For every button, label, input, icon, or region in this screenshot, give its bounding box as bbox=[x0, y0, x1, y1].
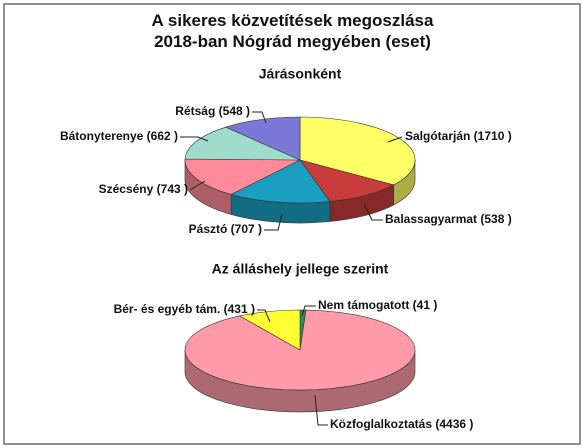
slice-label: Rétság (548 ) bbox=[175, 104, 250, 118]
pie-subtitle: Az álláshely jellege szerint bbox=[212, 261, 389, 277]
pie-slice bbox=[230, 159, 331, 204]
pie-slice bbox=[184, 126, 301, 161]
pie-slice bbox=[184, 158, 301, 195]
leader-line bbox=[252, 111, 267, 124]
slice-label: Közfoglalkoztatás (4436 ) bbox=[330, 417, 473, 431]
leader-line bbox=[257, 309, 271, 323]
slice-label: Nem támogatott (41 ) bbox=[318, 298, 437, 312]
pie-slice bbox=[224, 116, 301, 161]
pie-subtitle: Járásonként bbox=[259, 66, 342, 82]
slice-label: Bér- és egyéb tám. (431 ) bbox=[114, 302, 255, 316]
pie-slice bbox=[299, 159, 395, 202]
chart-title: A sikeres közvetítések megoszlása 2018-b… bbox=[151, 11, 434, 51]
slice-label: Balassagyarmat (538 ) bbox=[385, 212, 512, 226]
leader-line bbox=[264, 213, 283, 231]
leader-line bbox=[387, 136, 403, 143]
leader-line bbox=[301, 305, 316, 317]
leader-line bbox=[189, 180, 206, 191]
slice-label: Szécsény (743 ) bbox=[99, 182, 188, 196]
slice-label: Bátonyterenye (662 ) bbox=[60, 129, 178, 143]
slice-label: Salgótarján (1710 ) bbox=[405, 129, 512, 143]
pie-slice bbox=[299, 116, 416, 186]
pie-slice bbox=[238, 309, 301, 351]
slice-label: Pásztó (707 ) bbox=[189, 222, 262, 236]
leader-line bbox=[363, 203, 383, 221]
leader-line bbox=[180, 136, 209, 142]
leader-line bbox=[314, 394, 328, 426]
frame bbox=[3, 3, 581, 445]
